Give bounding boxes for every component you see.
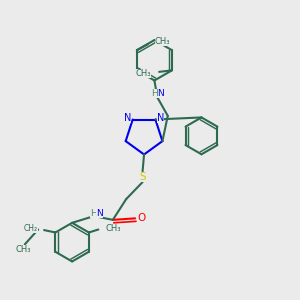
Text: N: N	[124, 113, 131, 123]
Text: N: N	[96, 209, 103, 218]
Text: H: H	[91, 209, 97, 218]
Text: CH₂: CH₂	[24, 224, 38, 232]
Text: CH₃: CH₃	[16, 245, 31, 254]
Text: CH₃: CH₃	[105, 224, 121, 232]
Text: H: H	[152, 89, 158, 98]
Text: O: O	[138, 213, 146, 224]
Text: CH₃: CH₃	[136, 69, 151, 78]
Text: N: N	[157, 113, 164, 123]
Text: CH₃: CH₃	[155, 37, 170, 46]
Text: N: N	[158, 89, 164, 98]
Text: S: S	[139, 172, 146, 182]
